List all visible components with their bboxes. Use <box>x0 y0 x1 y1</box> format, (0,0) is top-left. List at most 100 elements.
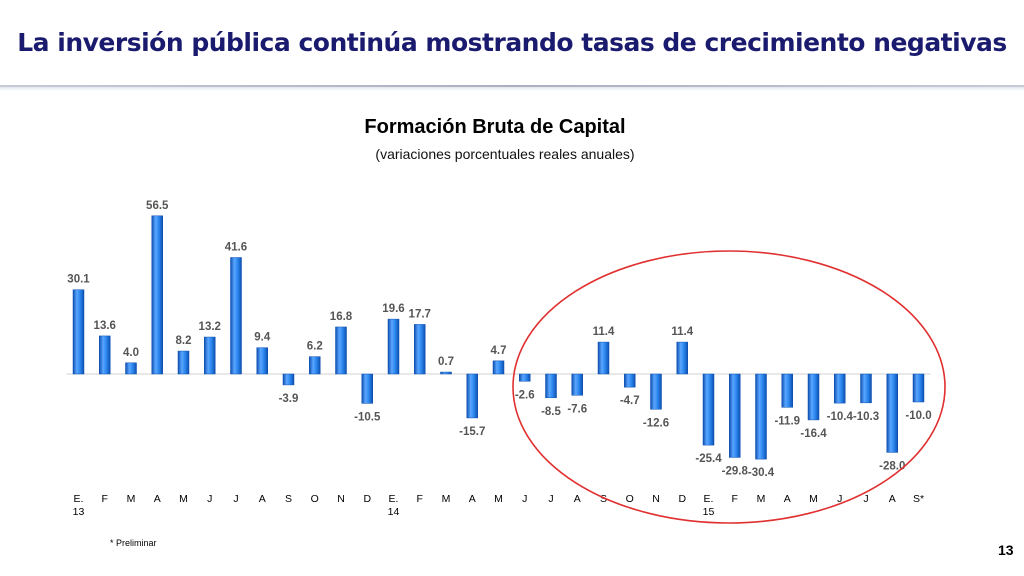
tick-label: J <box>863 493 868 505</box>
tick-label: A <box>469 493 476 505</box>
value-label: 19.6 <box>382 303 404 315</box>
tick-label: A <box>574 493 581 505</box>
value-label: -28.0 <box>879 460 905 472</box>
value-label: -12.6 <box>643 417 669 429</box>
chart-title: Formación Bruta de Capital <box>364 116 626 138</box>
value-label: 13.2 <box>199 321 221 333</box>
bar <box>125 362 137 375</box>
value-label: 56.5 <box>146 200 169 212</box>
value-label: 13.6 <box>94 320 116 332</box>
bar <box>151 215 163 375</box>
tick-label: M <box>127 493 136 505</box>
value-label: 30.1 <box>67 274 90 286</box>
value-label: -2.6 <box>515 389 535 401</box>
tick-label: O <box>311 493 319 505</box>
value-label: -25.4 <box>695 453 722 465</box>
tick-label: A <box>889 493 896 505</box>
bar <box>72 289 85 375</box>
value-label: -11.9 <box>774 415 800 427</box>
bar <box>309 356 321 375</box>
tick-label: N <box>337 493 345 505</box>
tick-label: F <box>417 493 423 505</box>
tick-label: J <box>233 493 238 505</box>
tick-label: M <box>494 493 503 505</box>
value-label: -15.7 <box>459 426 485 438</box>
tick-label: O <box>626 493 634 505</box>
bar <box>834 373 846 404</box>
value-label: 6.2 <box>307 341 323 353</box>
tick-label: N <box>652 493 660 505</box>
tick-label: D <box>363 493 371 505</box>
title-divider <box>0 85 1024 87</box>
tick-label: E. 13 <box>73 493 85 518</box>
tick-label: E. 15 <box>703 493 715 518</box>
bar <box>624 373 636 388</box>
value-label: -10.5 <box>354 411 381 423</box>
bar <box>545 373 557 399</box>
value-label: 11.4 <box>671 326 693 338</box>
tick-label: M <box>809 493 818 505</box>
bar <box>702 373 715 446</box>
value-label: 17.7 <box>409 308 431 320</box>
value-label: 4.0 <box>123 347 139 359</box>
highlight-ellipse <box>512 250 946 524</box>
slide-title: La inversión pública continúa mostrando … <box>17 28 1007 57</box>
value-label: -8.5 <box>541 406 561 418</box>
bar <box>571 373 583 396</box>
tick-label: S <box>600 493 607 505</box>
value-label: 41.6 <box>225 242 247 254</box>
value-label: -4.7 <box>620 395 640 407</box>
bar <box>597 341 610 375</box>
bar <box>492 360 505 375</box>
tick-label: F <box>102 493 108 505</box>
value-label: 16.8 <box>330 311 353 323</box>
value-label: 8.2 <box>176 335 192 347</box>
chart-subtitle: (variaciones porcentuales reales anuales… <box>375 146 635 162</box>
tick-label: M <box>179 493 188 505</box>
tick-label: J <box>207 493 212 505</box>
bar <box>204 336 216 375</box>
value-label: -29.8 <box>722 465 749 477</box>
bar <box>650 373 662 410</box>
bar <box>807 373 820 421</box>
title-divider-shadow <box>0 87 1024 91</box>
bar <box>886 373 898 453</box>
tick-label: F <box>732 493 738 505</box>
tick-label: J <box>548 493 553 505</box>
bar <box>387 318 400 375</box>
bar <box>781 373 793 408</box>
footnote: * Preliminar <box>110 538 157 548</box>
bar <box>99 335 111 375</box>
bar <box>676 341 688 375</box>
tick-label: S* <box>913 493 924 505</box>
bar <box>755 373 767 460</box>
tick-label: M <box>442 493 451 505</box>
value-label: 0.7 <box>438 356 454 368</box>
tick-label: E. 14 <box>388 493 400 518</box>
bar <box>414 324 426 375</box>
bar <box>230 257 242 375</box>
value-label: -10.0 <box>905 410 931 422</box>
value-label: -10.3 <box>853 411 879 423</box>
bar <box>177 350 190 375</box>
value-label: -10.4 <box>827 411 854 423</box>
tick-label: S <box>285 493 292 505</box>
value-label: -3.9 <box>279 393 299 405</box>
tick-label: D <box>678 493 686 505</box>
bar <box>282 373 295 386</box>
tick-label: A <box>259 493 266 505</box>
tick-label: J <box>522 493 527 505</box>
value-label: 4.7 <box>491 345 507 357</box>
bar <box>361 373 373 404</box>
bar <box>729 373 741 458</box>
value-label: -30.4 <box>748 467 775 479</box>
bar <box>912 373 925 403</box>
tick-label: A <box>154 493 161 505</box>
bar <box>256 347 268 375</box>
bar <box>519 373 531 382</box>
bar <box>860 373 872 404</box>
bar <box>335 326 347 375</box>
value-label: 11.4 <box>593 326 615 338</box>
value-label: 9.4 <box>254 332 271 344</box>
